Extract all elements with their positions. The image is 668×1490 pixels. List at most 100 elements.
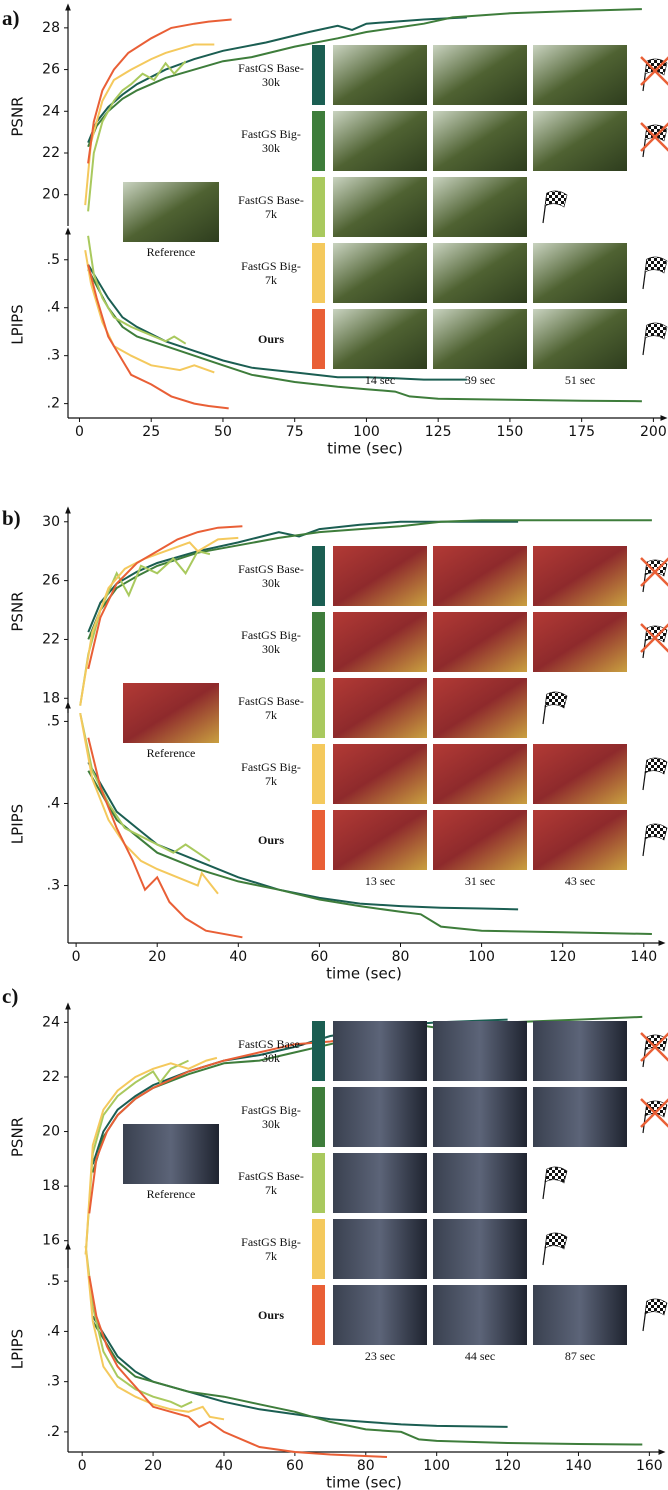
x-tick-label: 40: [229, 949, 247, 965]
reference-image: [123, 683, 219, 743]
flag: [544, 1232, 568, 1250]
y-tick-label: 16: [42, 1233, 60, 1249]
thumbnail: [433, 1285, 527, 1345]
series-line: [87, 16, 467, 143]
x-tick-label: 60: [286, 1458, 304, 1474]
y-tick-label: 22: [42, 1069, 60, 1085]
x-tick-label: 0: [78, 1458, 87, 1474]
x-tick-label: 100: [468, 949, 495, 965]
legend-swatch: [312, 177, 325, 237]
x-axis-label: time (sec): [326, 1474, 402, 1490]
y-axis-label: LPIPS: [9, 304, 27, 344]
x-tick-label: 125: [425, 424, 452, 440]
y-tick-label: 18: [42, 1178, 60, 1194]
thumbnail: [433, 1087, 527, 1147]
y-tick-label: .5: [47, 713, 60, 729]
time-label: 14 sec: [365, 373, 395, 387]
legend-swatch: [312, 45, 325, 105]
legend-swatch: [312, 1087, 325, 1147]
legend-swatch: [312, 1285, 325, 1345]
flag: [644, 256, 668, 274]
series-line: [84, 1059, 189, 1255]
reference-label: Reference: [147, 1187, 196, 1201]
y-tick-label: .4: [47, 1323, 60, 1339]
series-line: [87, 525, 243, 670]
y-tick-label: 26: [42, 573, 60, 589]
y-tick-label: 22: [42, 145, 60, 161]
thumbnail: [333, 546, 427, 606]
series-line: [87, 737, 243, 939]
thumbnail: [433, 1153, 527, 1213]
thumbnail: [333, 309, 427, 369]
x-tick-label: 200: [640, 424, 667, 440]
x-tick-label: 40: [215, 1458, 233, 1474]
y-tick-label: .4: [47, 300, 60, 316]
thumbnail: [433, 45, 527, 105]
series-line: [87, 520, 519, 633]
y-axis-label: LPIPS: [9, 804, 27, 844]
y-tick-label: 18: [42, 690, 60, 706]
series-line: [84, 1245, 225, 1421]
flag: [644, 757, 668, 775]
time-label: 23 sec: [365, 1349, 395, 1363]
y-tick-label: .3: [47, 1374, 60, 1390]
legend-label: FastGS Big-30k: [241, 127, 301, 155]
y-tick-label: 30: [42, 514, 60, 530]
flag: [544, 1166, 568, 1184]
x-tick-label: 80: [357, 1458, 375, 1474]
legend-swatch: [312, 744, 325, 804]
legend-swatch: [312, 678, 325, 738]
thumbnail: [533, 45, 627, 105]
time-label: 43 sec: [565, 874, 595, 888]
cross: [640, 557, 668, 587]
legend-swatch: [312, 1219, 325, 1279]
time-label: 51 sec: [565, 373, 595, 387]
time-label: 13 sec: [365, 874, 395, 888]
x-tick-label: 150: [497, 424, 524, 440]
thumbnail: [433, 177, 527, 237]
thumbnail: [533, 546, 627, 606]
y-tick-label: .5: [47, 1273, 60, 1289]
series-line: [88, 1275, 388, 1458]
legend-swatch: [312, 612, 325, 672]
legend-swatch: [312, 111, 325, 171]
time-label: 87 sec: [565, 1349, 595, 1363]
thumbnail: [333, 177, 427, 237]
x-tick-label: 140: [630, 949, 657, 965]
series-line: [87, 18, 232, 164]
series-line: [91, 1315, 508, 1428]
legend-swatch: [312, 243, 325, 303]
x-axis-label: time (sec): [327, 440, 403, 458]
thumbnail: [333, 243, 427, 303]
legend-label: Ours: [257, 332, 284, 346]
series-line: [88, 1032, 388, 1214]
x-tick-label: 100: [423, 1458, 450, 1474]
y-tick-label: 20: [42, 1124, 60, 1140]
legend-label: FastGS Big-7k: [241, 1235, 301, 1263]
reference-image: [123, 182, 219, 242]
cross: [640, 623, 668, 653]
y-tick-label: 24: [42, 1014, 60, 1030]
y-tick-label: 22: [42, 631, 60, 647]
x-tick-label: 80: [392, 949, 410, 965]
thumbnail: [433, 309, 527, 369]
time-label: 39 sec: [465, 373, 495, 387]
legend-label: Ours: [257, 833, 284, 847]
thumbnail: [533, 111, 627, 171]
time-label: 44 sec: [465, 1349, 495, 1363]
thumbnail: [333, 1285, 427, 1345]
series-line: [87, 268, 642, 403]
thumbnail: [333, 1153, 427, 1213]
reference-label: Reference: [147, 746, 196, 760]
thumbnail: [433, 546, 527, 606]
legend-label: FastGS Base-30k: [238, 61, 304, 89]
thumbnail: [333, 678, 427, 738]
series-line: [79, 550, 211, 706]
x-tick-label: 0: [75, 424, 84, 440]
thumbnail: [533, 1021, 627, 1081]
legend-swatch: [312, 810, 325, 870]
panel-label: b): [2, 506, 21, 530]
y-tick-label: .2: [47, 1424, 60, 1440]
